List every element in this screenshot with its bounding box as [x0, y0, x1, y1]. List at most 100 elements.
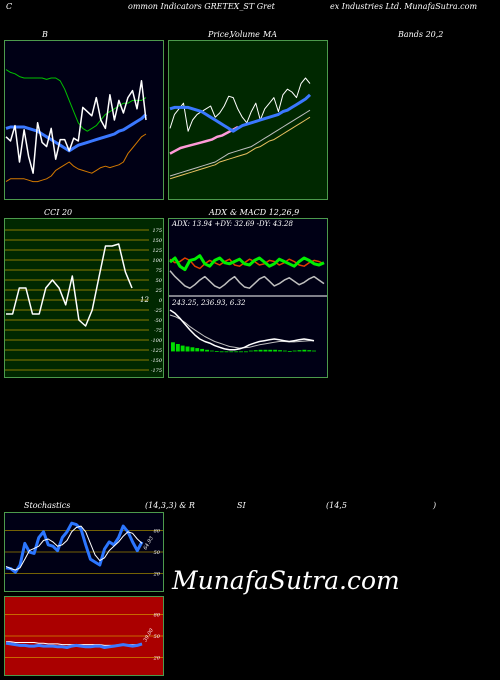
header-site: ex Industries Ltd. MunafaSutra.com	[330, 2, 478, 11]
cci-tick-label: 25	[155, 288, 162, 294]
bands-title: Bands 20,2	[398, 30, 444, 39]
cci-tick-label: 150	[152, 238, 162, 244]
macd-hist-bar	[307, 350, 312, 352]
price-ma-band-line	[169, 93, 312, 133]
ma-slow-line	[169, 116, 311, 180]
ma-title: MA	[263, 30, 277, 39]
cci-line	[6, 243, 133, 327]
macd-hist-bar	[180, 345, 185, 352]
cci-tick-label: 100	[152, 258, 162, 264]
macd-hist-bar	[195, 348, 200, 352]
volume-line	[169, 125, 239, 155]
minus-di-line	[169, 257, 325, 270]
stochastics-params: (14,3,3) & R	[145, 501, 195, 510]
stochastics-panel: 80 50 20 64.93	[4, 512, 164, 592]
price-line	[169, 77, 311, 132]
macd-hist-bar	[239, 351, 243, 353]
macd-hist-bar	[292, 350, 297, 352]
header-title: ommon Indicators GRETEX_ST Gret	[128, 2, 275, 11]
macd-hist-bar	[185, 346, 190, 352]
macd-hist-bar	[175, 344, 180, 352]
rsi-params-close: )	[433, 501, 437, 510]
macd-line	[169, 309, 315, 351]
adx-line	[169, 270, 325, 289]
macd-hist-bar	[273, 349, 278, 352]
macd-hist-bar	[312, 350, 316, 352]
stochastics-title: Stochastics	[24, 501, 71, 510]
macd-hist-bar	[253, 350, 258, 352]
cci-tick-label: 0	[159, 298, 163, 304]
macd-hist-bar	[219, 351, 224, 353]
macd-hist-bar	[263, 349, 268, 352]
bb-lower-line	[5, 133, 147, 183]
cci-tick-label: -75	[154, 328, 162, 334]
rsi-tick-label: 80	[154, 612, 161, 618]
cci-title: CCI 20	[44, 208, 73, 217]
macd-hist-bar	[297, 350, 302, 352]
macd-hist-bar	[302, 349, 307, 352]
cci-tick-label: -150	[151, 358, 163, 364]
macd-hist-bar	[258, 349, 263, 352]
bollinger-panel	[4, 40, 164, 200]
header-left: C	[6, 2, 13, 11]
cci-tick-label: -125	[151, 348, 162, 354]
macd-hist-bar	[171, 342, 175, 352]
macd-hist-bar	[190, 347, 195, 352]
cci-tick-label: 175	[152, 228, 162, 234]
bb-middle-line	[5, 113, 148, 153]
rsi-panel: 80 50 20 39.00	[4, 596, 164, 676]
macd-hist-bar	[214, 351, 219, 352]
adx-title: ADX	[209, 208, 227, 217]
cci-tick-label: -100	[151, 338, 163, 344]
cci-chart: 175 150 125 100 75 50 25 0 -25 -50 -75 -100 -125 -150…	[4, 218, 164, 378]
macd-hist-bar	[209, 350, 214, 352]
rsi-params: (14,5	[326, 501, 347, 510]
macd-hist-bar	[278, 350, 282, 352]
bb-upper-line	[5, 69, 147, 132]
watermark: MunafaSutra.com	[172, 566, 400, 595]
macd-hist-bar	[268, 349, 273, 352]
macd-hist-bar	[229, 351, 234, 353]
adx-macd-chart: ADX: 13.94 +DY: 32.69 -DY: 43.28 243.25, …	[168, 218, 328, 378]
cci-tick-label: 75	[156, 268, 162, 274]
bollinger-title: B	[42, 30, 48, 39]
macd-hist-bar	[244, 351, 248, 353]
bollinger-chart	[4, 40, 164, 200]
adx-macd-panel: ADX: 13.94 +DY: 32.69 -DY: 43.28 243.25, …	[168, 218, 328, 378]
bb-close-line	[5, 80, 147, 174]
price-ma-chart	[168, 40, 328, 200]
price-ma-panel	[168, 40, 328, 200]
stoch-d-line	[5, 525, 143, 571]
macd-hist-bar	[224, 351, 229, 353]
macd-hist-bar	[287, 351, 292, 352]
rsi-title: SI	[237, 501, 246, 510]
cci-tick-label: 50	[156, 278, 163, 284]
rsi-line	[5, 641, 143, 649]
adx-macd-bg	[168, 218, 328, 378]
volume-title: Volume	[230, 30, 260, 39]
stoch-tick-label: 20	[153, 572, 161, 578]
cci-tick-label: -25	[154, 308, 162, 314]
cci-value-label: 12	[140, 296, 149, 304]
rsi-tick-label: 50	[154, 634, 161, 640]
adx-readout: ADX: 13.94 +DY: 32.69 -DY: 43.28	[171, 220, 293, 228]
plus-di-line	[169, 254, 325, 272]
macd-hist-bar	[248, 350, 253, 352]
stoch-k-line	[5, 521, 144, 574]
macd-readout: 243.25, 236.93, 6.32	[171, 299, 246, 307]
macd-hist-bar	[205, 349, 209, 352]
stoch-tick-label: 80	[154, 528, 161, 534]
cci-tick-label: 125	[152, 248, 162, 254]
rsi-tick-label: 20	[153, 656, 161, 662]
cci-tick-label: -175	[151, 368, 162, 374]
ma-fast-line	[169, 109, 311, 177]
macd-hist-bar	[282, 350, 287, 352]
stoch-tick-label: 50	[154, 550, 161, 556]
price-title: Price,	[208, 30, 232, 39]
cci-tick-label: -50	[154, 318, 163, 324]
cci-bg	[4, 218, 164, 378]
macd-hist-bar	[200, 348, 205, 352]
macd-hist-bar	[234, 351, 239, 353]
